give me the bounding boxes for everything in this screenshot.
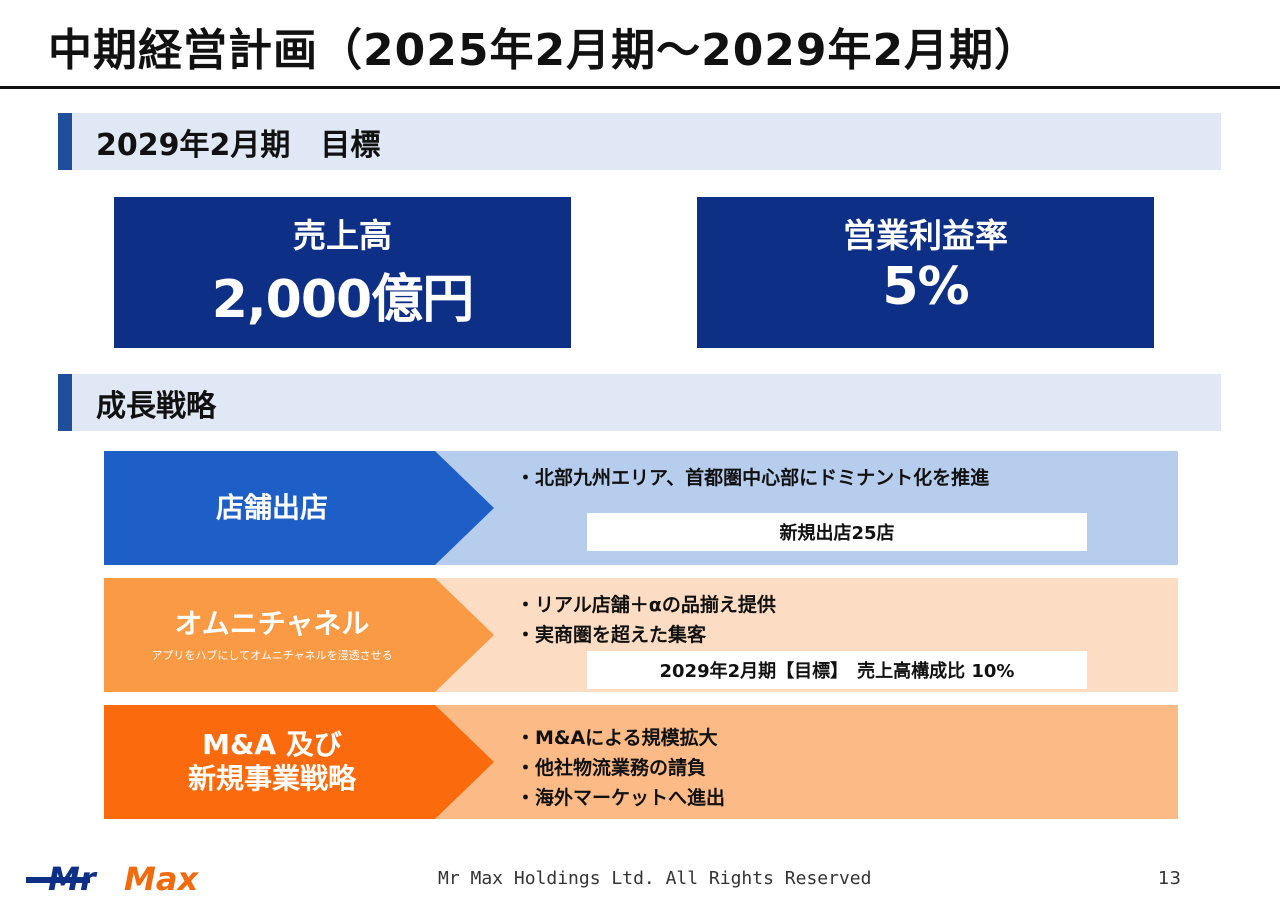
strategy-label: 店舗出店 xyxy=(215,491,328,524)
strategy-sublabel: アプリをハブにしてオムニチャネルを浸透させる xyxy=(151,649,393,662)
kpi-sales-label: 売上高 xyxy=(293,216,392,255)
bullet-item: ・M&Aによる規模拡大 xyxy=(516,727,718,749)
bullet-item: ・実商圏を超えた集客 xyxy=(516,624,707,646)
section-header-strategy: 成長戦略 xyxy=(58,374,1221,431)
section-header-label: 成長戦略 xyxy=(96,388,216,424)
strategy-bullets: ・リアル店舗＋αの品揃え提供 ・実商圏を超えた集客 xyxy=(516,590,776,650)
strategy-store-opening: 店舗出店 ・北部九州エリア、首都圏中心部にドミナント化を推進 新規出店25店 xyxy=(104,451,1178,565)
strategy-ma-new-business: M&A 及び 新規事業戦略 ・M&Aによる規模拡大 ・他社物流業務の請負 ・海外… xyxy=(104,705,1178,819)
bullet-item: ・北部九州エリア、首都圏中心部にドミナント化を推進 xyxy=(516,467,990,489)
svg-text:Mr: Mr xyxy=(48,860,98,894)
bullet-item: ・他社物流業務の請負 xyxy=(516,757,707,779)
bullet-item: ・リアル店舗＋αの品揃え提供 xyxy=(516,594,776,616)
strategy-label-line1: M&A 及び xyxy=(202,728,342,761)
strategy-target: 2029年2月期【目標】 売上高構成比 10% xyxy=(587,651,1087,689)
section-accent xyxy=(58,374,72,431)
strategy-target: 新規出店25店 xyxy=(587,513,1087,551)
kpi-margin-value: 5% xyxy=(882,257,969,317)
kpi-margin-label: 営業利益率 xyxy=(843,216,1008,255)
bullet-item: ・海外マーケットへ進出 xyxy=(516,787,726,809)
section-header-goal: 2029年2月期 目標 xyxy=(58,113,1221,170)
strategy-arrow: M&A 及び 新規事業戦略 xyxy=(104,705,494,819)
mrmax-logo: Mr Max xyxy=(26,860,199,894)
strategy-label-line2: 新規事業戦略 xyxy=(187,762,356,795)
kpi-operating-margin: 営業利益率 5% xyxy=(697,197,1154,348)
kpi-sales-value: 2,000億円 xyxy=(211,270,474,330)
section-header-label: 2029年2月期 目標 xyxy=(96,127,381,163)
copyright-text: Mr Max Holdings Ltd. All Rights Reserved xyxy=(438,868,872,889)
strategy-arrow: 店舗出店 xyxy=(104,451,494,565)
page-title: 中期経営計画（2025年2月期～2029年2月期） xyxy=(48,25,1040,76)
strategy-bullets: ・北部九州エリア、首都圏中心部にドミナント化を推進 xyxy=(516,463,989,493)
page-number: 13 xyxy=(1158,868,1181,889)
strategy-bullets: ・M&Aによる規模拡大 ・他社物流業務の請負 ・海外マーケットへ進出 xyxy=(516,723,725,813)
svg-text:Max: Max xyxy=(124,860,199,894)
strategy-detail-panel xyxy=(404,705,1178,819)
kpi-sales: 売上高 2,000億円 xyxy=(114,197,571,348)
title-divider xyxy=(0,86,1280,89)
strategy-arrow: オムニチャネル アプリをハブにしてオムニチャネルを浸透させる xyxy=(104,578,494,692)
strategy-omnichannel: オムニチャネル アプリをハブにしてオムニチャネルを浸透させる ・リアル店舗＋αの… xyxy=(104,578,1178,692)
section-accent xyxy=(58,113,72,170)
strategy-label: オムニチャネル xyxy=(174,607,370,640)
